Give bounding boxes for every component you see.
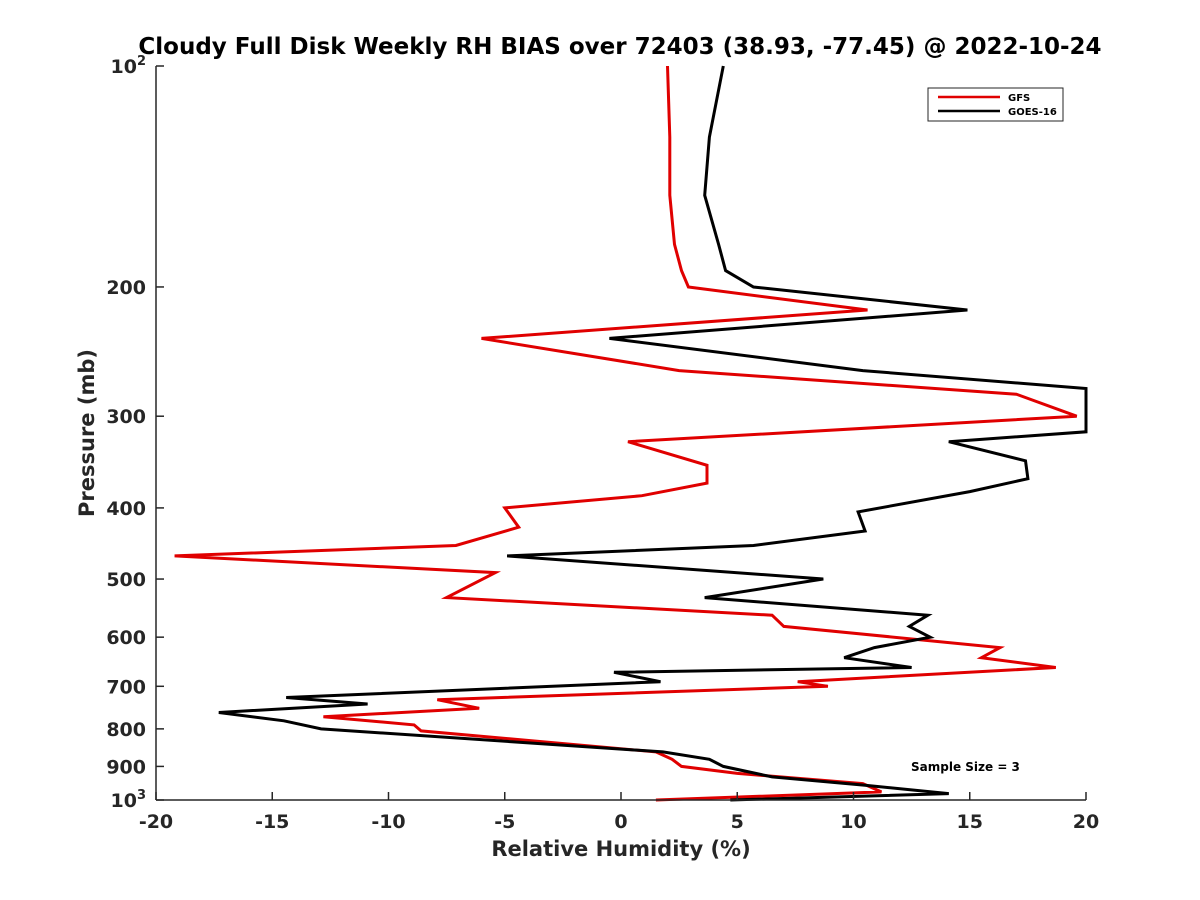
series-layer [174,65,1088,802]
y-tick-label: 103 [111,788,147,812]
legend-label-gfs: GFS [1008,93,1030,104]
y-tick-label: 800 [106,719,146,741]
x-tick-label: 0 [614,811,627,833]
y-tick-label: 102 [111,54,147,78]
legend-box [927,87,1064,122]
y-tick-label: 300 [106,406,146,428]
axes [155,66,1086,801]
x-tick-label: 15 [957,811,983,833]
y-tick-label: 700 [106,676,146,698]
y-tick-label-exponent: 2 [137,54,146,69]
x-axis-label: Relative Humidity (%) [491,837,750,861]
y-tick-label: 500 [106,569,146,591]
y-tick-label-base: 600 [106,627,146,649]
x-tick-label: 20 [1073,811,1099,833]
y-tick-label: 900 [106,756,146,778]
x-tick-label: 10 [840,811,866,833]
y-tick-label-base: 800 [106,719,146,741]
chart-title: Cloudy Full Disk Weekly RH BIAS over 724… [138,34,1101,60]
y-tick-label: 600 [106,627,146,649]
x-tick-label: -10 [371,811,405,833]
legend: GFS GOES-16 [927,87,1064,122]
y-tick-label-base: 10 [111,56,137,78]
legend-label-goes16: GOES-16 [1008,107,1057,118]
y-tick-label-base: 300 [106,406,146,428]
y-axis-label: Pressure (mb) [75,349,99,517]
y-tick-label-base: 400 [106,498,146,520]
y-tick-label-base: 900 [106,756,146,778]
sample-size-annotation: Sample Size = 3 [911,760,1020,774]
y-tick-label-base: 200 [106,277,146,299]
y-tick-label-base: 500 [106,569,146,591]
y-tick-label-exponent: 3 [137,788,146,803]
x-tick-label: -5 [494,811,515,833]
y-tick-label: 400 [106,498,146,520]
x-ticks: -20 -15 -10 -5 0 5 10 15 20 [139,792,1099,833]
x-tick-label: -15 [255,811,289,833]
y-tick-label: 200 [106,277,146,299]
y-tick-label-base: 700 [106,676,146,698]
series-line-goes16 [218,65,1088,802]
x-tick-label: 5 [731,811,744,833]
series-line-gfs [174,65,1078,802]
y-tick-label-base: 10 [111,790,137,812]
x-tick-label: -20 [139,811,173,833]
